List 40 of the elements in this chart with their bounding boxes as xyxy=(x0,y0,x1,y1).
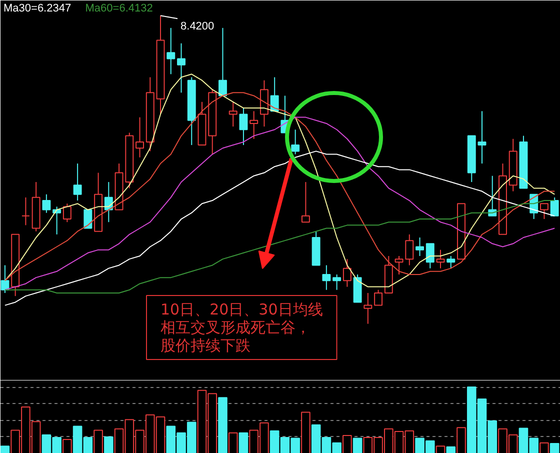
candlestick xyxy=(62,203,72,223)
candlestick xyxy=(374,289,383,306)
candlestick xyxy=(550,196,559,216)
bar xyxy=(446,446,456,453)
bar xyxy=(104,436,114,453)
bar xyxy=(218,397,228,453)
candlestick xyxy=(291,129,300,155)
bar xyxy=(238,432,248,453)
bar xyxy=(550,443,560,453)
text: Ma30=6.2347 xyxy=(4,2,72,14)
candlestick xyxy=(136,116,144,158)
text: Ma60=6.4132 xyxy=(85,2,153,14)
candlestick xyxy=(73,163,82,202)
candlestick xyxy=(446,255,456,269)
bar xyxy=(352,438,362,453)
candlestick xyxy=(218,27,227,96)
candlestick xyxy=(405,234,414,266)
candlestick xyxy=(166,27,176,75)
candlestick xyxy=(342,258,352,288)
candlestick xyxy=(322,264,331,290)
candlestick xyxy=(332,274,342,290)
bar xyxy=(0,446,10,453)
candlestick xyxy=(42,194,51,214)
candlestick xyxy=(394,255,404,275)
candlestick xyxy=(436,249,445,269)
candlestick xyxy=(270,76,279,112)
candlestick xyxy=(21,196,30,226)
candlestick xyxy=(478,110,486,164)
annotation: 10日、20日、30日均线相互交叉形成死亡谷，股价持续下跌 xyxy=(160,300,323,354)
candlestick xyxy=(416,237,424,256)
candlestick xyxy=(228,101,238,128)
candlestick xyxy=(177,42,186,94)
candlestick xyxy=(426,243,434,269)
candlestick xyxy=(250,110,258,140)
candlestick xyxy=(540,203,548,220)
candlestick xyxy=(364,292,372,324)
candlestick xyxy=(0,264,10,294)
candlestick xyxy=(239,108,248,146)
candlestick xyxy=(301,182,310,223)
annotation: 8.4200 xyxy=(180,20,214,33)
